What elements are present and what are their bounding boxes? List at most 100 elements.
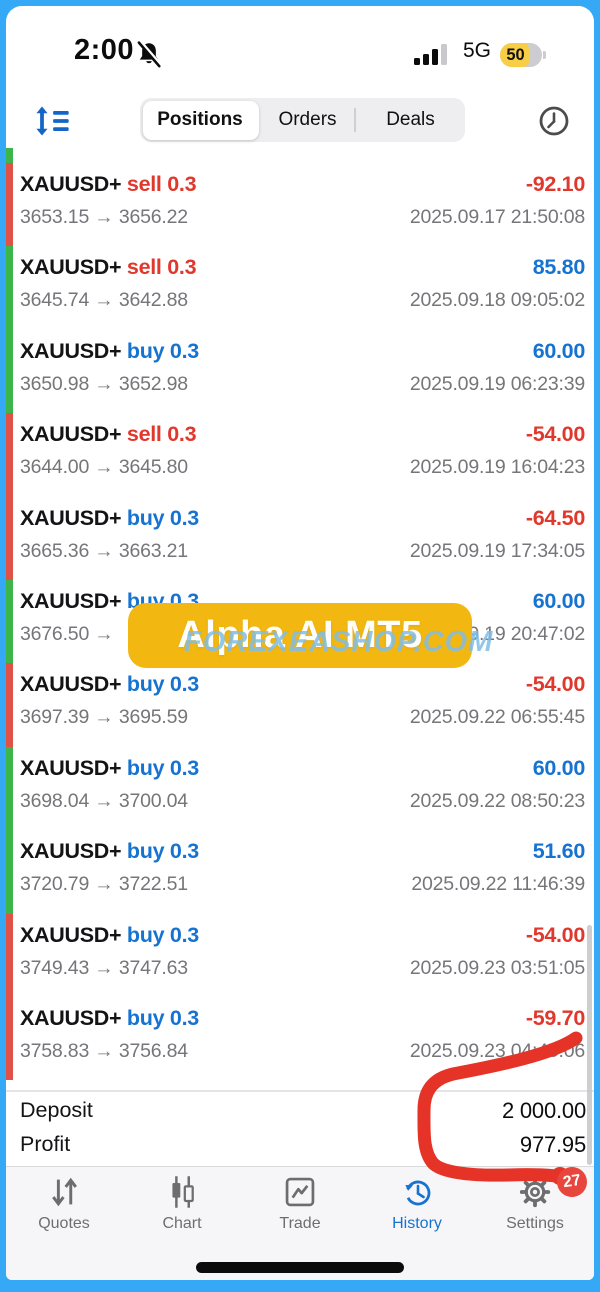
profit-value: -59.70 xyxy=(525,1006,585,1030)
tab-positions[interactable]: Positions xyxy=(157,109,243,130)
watermark-badge: Alpha AI MT5 xyxy=(128,603,472,668)
home-indicator[interactable] xyxy=(196,1262,404,1273)
tab-quotes-label: Quotes xyxy=(38,1215,90,1232)
close-datetime: 2025.09.22 08:50:23 xyxy=(409,789,585,812)
tab-history[interactable]: History xyxy=(369,1173,465,1233)
result-strip xyxy=(6,913,13,997)
side-volume-label: sell 0.3 xyxy=(126,422,197,447)
position-row[interactable]: XAUUSD+ buy 0.3 -54.00 3697.39 → 3695.59… xyxy=(6,663,594,747)
symbol-label: XAUUSD+ xyxy=(20,755,127,780)
close-datetime: 2025.09.23 04:45:06 xyxy=(409,1040,585,1062)
price-range: 3665.36 → 3663.21 xyxy=(20,539,188,562)
battery-icon: 50 xyxy=(500,43,546,67)
result-strip xyxy=(6,246,13,330)
price-range: 3676.50 → xyxy=(20,623,114,645)
price-range: 3749.43 → 3747.63 xyxy=(20,956,188,979)
summary-divider xyxy=(6,1090,594,1092)
close-datetime: 2025.09.22 11:46:39 xyxy=(411,873,585,896)
bottom-tab-bar: Quotes Chart Trade xyxy=(6,1166,594,1280)
quotes-icon xyxy=(16,1173,112,1211)
tab-orders[interactable]: Orders xyxy=(278,109,337,130)
tab-chart-label: Chart xyxy=(162,1215,202,1232)
tab-history-label: History xyxy=(392,1215,442,1232)
price-range: 3644.00 → 3645.80 xyxy=(20,456,188,479)
close-datetime: 2025.09.17 21:50:08 xyxy=(409,206,585,228)
result-strip xyxy=(6,830,13,914)
close-datetime: 2025.09.18 09:05:02 xyxy=(409,289,585,312)
trade-icon xyxy=(252,1173,348,1211)
symbol-label: XAUUSD+ xyxy=(20,922,127,947)
side-volume-label: buy 0.3 xyxy=(126,755,199,780)
time-filter-icon[interactable] xyxy=(537,104,571,138)
history-toolbar: Positions Orders Deals xyxy=(6,94,594,156)
battery-nub xyxy=(543,51,546,59)
segment-divider xyxy=(354,108,356,132)
profit-value: 85.80 xyxy=(532,255,586,280)
result-strip xyxy=(6,413,13,497)
symbol-label: XAUUSD+ xyxy=(20,839,127,864)
tab-chart[interactable]: Chart xyxy=(134,1173,230,1233)
side-volume-label: sell 0.3 xyxy=(126,172,197,196)
chart-icon xyxy=(134,1173,230,1211)
price-range: 3698.04 → 3700.04 xyxy=(20,789,188,812)
tab-settings-label: Settings xyxy=(506,1215,564,1232)
position-row[interactable]: XAUUSD+ buy 0.3 -59.70 3758.83 → 3756.84… xyxy=(6,997,594,1081)
profit-value: -54.00 xyxy=(525,922,585,947)
side-volume-label: buy 0.3 xyxy=(126,505,199,530)
profit-value: 60.00 xyxy=(532,338,586,363)
result-strip xyxy=(6,580,13,664)
symbol-label: XAUUSD+ xyxy=(20,172,127,196)
price-range: 3650.98 → 3652.98 xyxy=(20,372,188,395)
symbol-label: XAUUSD+ xyxy=(20,338,127,363)
price-range: 3720.79 → 3722.51 xyxy=(20,873,188,896)
profit-value: 60.00 xyxy=(532,589,586,613)
tab-settings[interactable]: Settings xyxy=(487,1173,583,1233)
history-tab-icon xyxy=(369,1173,465,1211)
position-row[interactable]: XAUUSD+ sell 0.3 85.80 3645.74 → 3642.88… xyxy=(6,246,594,330)
position-row[interactable]: XAUUSD+ buy 0.3 60.00 3650.98 → 3652.98 … xyxy=(6,329,594,414)
network-type: 5G xyxy=(463,39,492,62)
tab-deals[interactable]: Deals xyxy=(386,109,435,130)
clock-time: 2:00 xyxy=(74,34,135,66)
close-datetime: 2025.09.19 06:23:39 xyxy=(409,372,585,395)
symbol-label: XAUUSD+ xyxy=(20,672,127,697)
position-row[interactable]: XAUUSD+ buy 0.3 -54.00 3749.43 → 3747.63… xyxy=(6,913,594,997)
symbol-label: XAUUSD+ xyxy=(20,422,127,447)
previous-row-strip xyxy=(6,148,13,163)
status-bar: 2:00 5G 50 xyxy=(6,6,594,94)
result-strip xyxy=(6,746,13,831)
watermark-badge-text: Alpha AI MT5 xyxy=(177,614,423,656)
segmented-control: Positions Orders Deals xyxy=(140,98,465,142)
tab-quotes[interactable]: Quotes xyxy=(16,1173,112,1233)
tab-trade[interactable]: Trade xyxy=(252,1173,348,1233)
muted-bell-icon xyxy=(137,40,162,68)
scrollbar[interactable] xyxy=(587,925,592,1165)
result-strip xyxy=(6,496,13,580)
profit-value: -54.00 xyxy=(525,672,585,697)
signal-strength-icon xyxy=(414,44,447,65)
profit-value: -92.10 xyxy=(525,172,585,196)
selected-segment-pill xyxy=(142,100,259,140)
profit-value: 60.00 xyxy=(532,755,586,780)
price-range: 3645.74 → 3642.88 xyxy=(20,289,188,312)
price-range: 3653.15 → 3656.22 xyxy=(20,206,188,228)
position-row[interactable]: XAUUSD+ sell 0.3 -54.00 3644.00 → 3645.8… xyxy=(6,413,594,497)
symbol-label: XAUUSD+ xyxy=(20,255,127,280)
position-row[interactable]: XAUUSD+ buy 0.3 -64.50 3665.36 → 3663.21… xyxy=(6,496,594,580)
close-datetime: 2025.09.22 06:55:45 xyxy=(409,706,585,729)
position-row[interactable]: XAUUSD+ sell 0.3 -92.10 3653.15 → 3656.2… xyxy=(6,163,594,247)
profit-row: Profit 977.95 xyxy=(20,1132,586,1164)
side-volume-label: buy 0.3 xyxy=(126,922,199,947)
position-row[interactable]: XAUUSD+ buy 0.3 51.60 3720.79 → 3722.51 … xyxy=(6,830,594,914)
symbol-label: XAUUSD+ xyxy=(20,1006,127,1030)
battery-fill xyxy=(500,43,529,67)
result-strip xyxy=(6,997,13,1081)
position-row[interactable]: XAUUSD+ buy 0.3 60.00 3698.04 → 3700.04 … xyxy=(6,746,594,831)
phone-screen: 2:00 5G 50 xyxy=(6,6,594,1280)
sort-icon[interactable] xyxy=(32,100,72,142)
profit-value: 51.60 xyxy=(532,839,586,864)
result-strip xyxy=(6,663,13,747)
price-range: 3697.39 → 3695.59 xyxy=(20,706,188,729)
symbol-label: XAUUSD+ xyxy=(20,589,127,613)
